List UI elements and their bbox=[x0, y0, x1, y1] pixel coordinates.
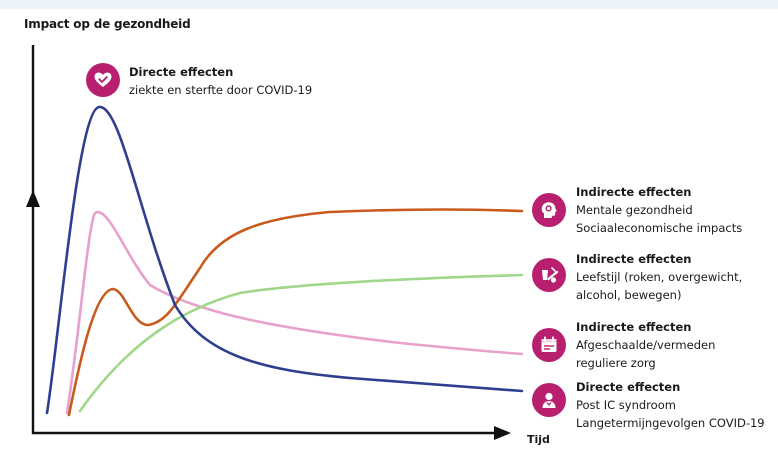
curve-direct-covid bbox=[45, 105, 524, 415]
y-axis-arrow bbox=[26, 190, 40, 207]
top-rule bbox=[0, 0, 778, 9]
x-axis-title: Tijd bbox=[527, 433, 550, 446]
label-line: Langetermijngevolgen COVID-19 bbox=[576, 416, 765, 430]
head-icon bbox=[532, 193, 566, 227]
x-axis-arrow bbox=[494, 426, 511, 440]
label-heading: Directe effecten bbox=[576, 380, 681, 394]
y-axis-title: Impact op de gezondheid bbox=[24, 17, 191, 31]
curve-mental bbox=[67, 208, 524, 417]
label-line: Mentale gezondheid bbox=[576, 203, 693, 217]
label-line: alcohol, bewegen) bbox=[576, 288, 682, 302]
label-line: Post IC syndroom bbox=[576, 398, 676, 412]
label-mental-health: Indirecte effecten Mentale gezondheid So… bbox=[576, 183, 742, 237]
label-line: ziekte en sterfte door COVID-19 bbox=[129, 83, 313, 97]
heart-icon bbox=[86, 63, 120, 97]
curve-care bbox=[65, 210, 524, 415]
calendar-icon bbox=[532, 328, 566, 362]
label-lifestyle: Indirecte effecten Leefstijl (roken, ove… bbox=[576, 250, 742, 304]
label-line: Afgeschaalde/vermeden bbox=[576, 338, 716, 352]
patient-icon bbox=[532, 383, 566, 417]
label-heading: Directe effecten bbox=[129, 65, 234, 79]
label-line: Sociaaleconomische impacts bbox=[576, 221, 743, 235]
label-heading: Indirecte effecten bbox=[576, 252, 692, 266]
curve-lifestyle bbox=[78, 273, 524, 413]
label-post-ic: Directe effecten Post IC syndroom Langet… bbox=[576, 378, 765, 432]
label-heading: Indirecte effecten bbox=[576, 185, 692, 199]
label-direct-effects: Directe effecten ziekte en sterfte door … bbox=[129, 63, 312, 99]
lifestyle-icon bbox=[532, 258, 566, 292]
label-care: Indirecte effecten Afgeschaalde/vermeden… bbox=[576, 318, 715, 372]
label-heading: Indirecte effecten bbox=[576, 320, 692, 334]
label-line: Leefstijl (roken, overgewicht, bbox=[576, 270, 743, 284]
label-line: reguliere zorg bbox=[576, 356, 656, 370]
